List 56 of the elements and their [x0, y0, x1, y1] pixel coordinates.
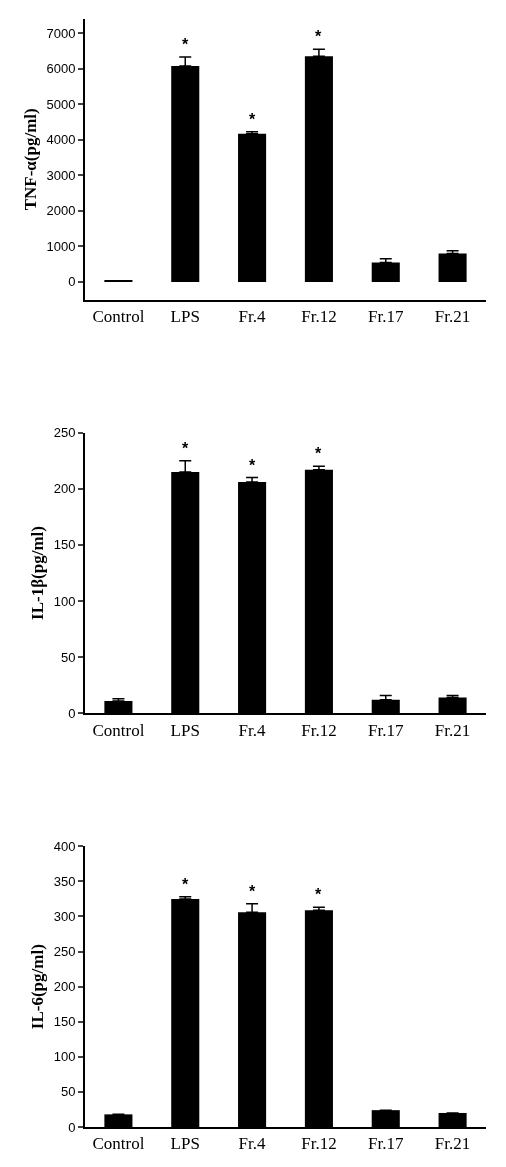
y-tick-label: 200	[53, 979, 76, 995]
y-tick-label: 200	[53, 481, 76, 497]
x-tick-label: Fr.12	[301, 720, 337, 740]
x-tick-label: LPS	[170, 307, 200, 327]
x-tick-label: Fr.21	[434, 720, 471, 740]
x-tick-label: Control	[92, 720, 145, 740]
y-tick-label: 3000	[46, 167, 76, 183]
x-tick-label: LPS	[170, 1134, 200, 1154]
x-tick-label: Fr.4	[238, 1134, 267, 1154]
y-axis-title: TNF-α(pg/ml)	[20, 108, 40, 211]
y-tick-label: 100	[53, 1049, 76, 1065]
bar	[238, 133, 267, 282]
y-tick-label: 1000	[46, 238, 76, 254]
x-tick-label: Fr.12	[301, 307, 337, 327]
y-tick-label: 150	[53, 537, 76, 553]
y-tick-label: 5000	[46, 96, 76, 112]
y-tick-label: 100	[53, 593, 76, 609]
y-tick-label: 350	[53, 873, 76, 889]
x-tick-label: Fr.17	[368, 720, 404, 740]
annotation: *	[315, 445, 322, 462]
annotation: *	[182, 36, 189, 53]
x-tick-label: Fr.17	[368, 1134, 404, 1154]
annotation: *	[182, 876, 189, 893]
bar	[371, 262, 400, 282]
annotation: *	[315, 886, 322, 903]
y-tick-label: 150	[53, 1014, 76, 1030]
y-tick-label: 50	[60, 1084, 76, 1100]
x-tick-label: Fr.17	[368, 307, 404, 327]
y-tick-label: 0	[68, 274, 76, 290]
y-axis-title: IL-6(pg/ml)	[27, 944, 47, 1030]
y-tick-label: 400	[53, 838, 76, 854]
y-tick-label: 50	[60, 649, 76, 665]
x-tick-label: LPS	[170, 720, 200, 740]
x-tick-label: Fr.4	[238, 307, 267, 327]
bar	[438, 253, 467, 282]
y-tick-label: 6000	[46, 61, 76, 77]
y-axis-title: IL-1β(pg/ml)	[27, 526, 47, 620]
x-tick-label: Fr.12	[301, 1134, 337, 1154]
annotation: *	[249, 111, 256, 128]
annotation: *	[182, 440, 189, 457]
y-tick-label: 250	[53, 425, 76, 441]
annotation: *	[315, 28, 322, 45]
y-tick-label: 2000	[46, 203, 76, 219]
y-tick-label: 0	[68, 705, 76, 721]
y-tick-label: 7000	[46, 25, 76, 41]
x-tick-label: Fr.21	[434, 1134, 471, 1154]
annotation: *	[249, 883, 256, 900]
y-tick-label: 250	[53, 944, 76, 960]
x-tick-label: Control	[92, 1134, 145, 1154]
x-tick-label: Fr.4	[238, 720, 267, 740]
x-tick-label: Fr.21	[434, 307, 471, 327]
y-tick-label: 0	[68, 1119, 76, 1135]
x-tick-label: Control	[92, 307, 145, 327]
y-tick-label: 300	[53, 909, 76, 925]
annotation: *	[249, 457, 256, 474]
y-tick-label: 4000	[46, 132, 76, 148]
